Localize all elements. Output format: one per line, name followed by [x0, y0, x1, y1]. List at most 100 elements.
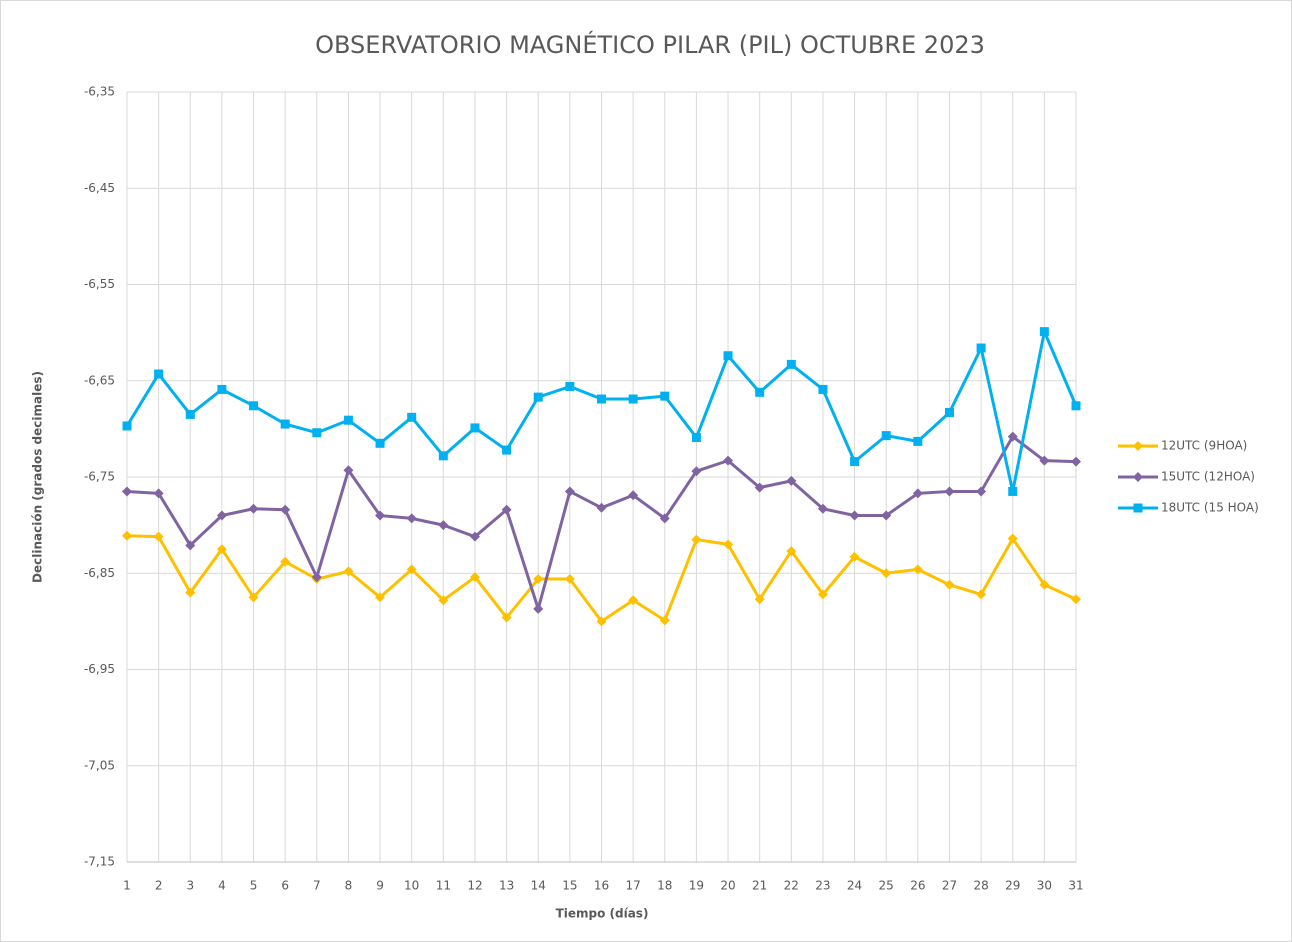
- data-point: [343, 415, 353, 425]
- data-point: [912, 564, 923, 575]
- data-point: [122, 486, 132, 497]
- data-point: [469, 572, 480, 583]
- data-point: [216, 510, 227, 521]
- legend-label: 12UTC (9HOA): [1161, 439, 1247, 453]
- x-tick-label: 9: [376, 879, 384, 893]
- data-point: [723, 539, 734, 550]
- data-point: [248, 592, 259, 603]
- data-point: [849, 551, 860, 562]
- data-point: [1039, 455, 1050, 466]
- x-tick-label: 1: [123, 879, 131, 893]
- data-point: [597, 394, 606, 404]
- data-point: [754, 594, 765, 605]
- data-point: [564, 486, 575, 497]
- data-point: [1007, 431, 1018, 442]
- data-point: [564, 574, 575, 585]
- data-point: [786, 546, 797, 557]
- data-point: [343, 566, 354, 577]
- x-tick-label: 2: [155, 879, 163, 893]
- data-point: [596, 616, 607, 627]
- data-point: [406, 564, 417, 575]
- legend-marker: [1133, 441, 1143, 451]
- data-point: [881, 431, 891, 441]
- data-point: [976, 589, 987, 600]
- data-point: [755, 387, 765, 397]
- data-point: [154, 369, 164, 379]
- data-point: [375, 438, 385, 448]
- data-point: [280, 556, 291, 567]
- x-tick-label: 5: [250, 879, 258, 893]
- data-point: [1007, 533, 1018, 544]
- legend-marker: [1133, 472, 1143, 482]
- y-tick-label: -6,85: [84, 566, 115, 580]
- data-point: [249, 401, 259, 411]
- data-point: [723, 351, 733, 361]
- data-point: [501, 504, 512, 515]
- data-point: [248, 503, 259, 514]
- data-point: [312, 428, 322, 438]
- y-tick-label: -6,75: [84, 470, 115, 484]
- data-point: [628, 394, 638, 404]
- data-point: [818, 384, 828, 394]
- data-point: [1071, 456, 1081, 467]
- data-point: [533, 574, 544, 585]
- data-point: [533, 392, 543, 402]
- x-tick-label: 17: [625, 879, 640, 893]
- data-point: [1008, 486, 1018, 496]
- data-point: [216, 544, 227, 555]
- x-tick-label: 19: [689, 879, 704, 893]
- data-point: [311, 572, 322, 583]
- legend-label: 15UTC (12HOA): [1161, 470, 1255, 484]
- data-point: [786, 475, 797, 486]
- data-point: [817, 503, 828, 514]
- data-point: [691, 466, 702, 477]
- x-tick-label: 29: [1005, 879, 1020, 893]
- data-point: [343, 465, 354, 476]
- data-point: [438, 595, 449, 606]
- x-tick-label: 3: [186, 879, 194, 893]
- data-point: [1039, 327, 1049, 337]
- data-point: [375, 510, 386, 521]
- data-point: [723, 455, 734, 466]
- x-tick-label: 16: [594, 879, 609, 893]
- data-point: [470, 423, 480, 433]
- data-point: [153, 488, 164, 499]
- data-point: [375, 592, 386, 603]
- data-point: [217, 384, 227, 394]
- data-point: [944, 579, 955, 590]
- x-tick-label: 22: [784, 879, 799, 893]
- x-tick-label: 25: [879, 879, 894, 893]
- data-point: [881, 510, 892, 521]
- data-point: [976, 486, 987, 497]
- data-point: [407, 412, 417, 422]
- data-point: [691, 433, 701, 443]
- x-tick-label: 15: [562, 879, 577, 893]
- data-point: [944, 486, 955, 497]
- x-tick-label: 4: [218, 879, 226, 893]
- data-point: [660, 391, 670, 401]
- x-axis-title: Tiempo (días): [556, 907, 649, 921]
- data-point: [912, 488, 923, 499]
- data-point: [976, 343, 986, 353]
- data-point: [122, 421, 132, 431]
- data-point: [406, 513, 417, 524]
- data-point: [849, 510, 860, 521]
- x-tick-label: 24: [847, 879, 862, 893]
- data-point: [438, 520, 449, 531]
- x-tick-label: 7: [313, 879, 321, 893]
- x-tick-label: 20: [720, 879, 735, 893]
- data-point: [628, 490, 639, 501]
- x-tick-label: 12: [467, 879, 482, 893]
- y-axis-title: Declinación (grados decimales): [31, 371, 45, 583]
- data-point: [628, 595, 639, 606]
- data-point: [153, 531, 164, 542]
- y-tick-label: -6,35: [84, 85, 115, 99]
- data-point: [122, 530, 132, 541]
- data-point: [185, 409, 195, 419]
- data-point: [596, 502, 607, 513]
- x-tick-label: 6: [281, 879, 289, 893]
- data-point: [944, 408, 954, 418]
- data-point: [850, 457, 860, 467]
